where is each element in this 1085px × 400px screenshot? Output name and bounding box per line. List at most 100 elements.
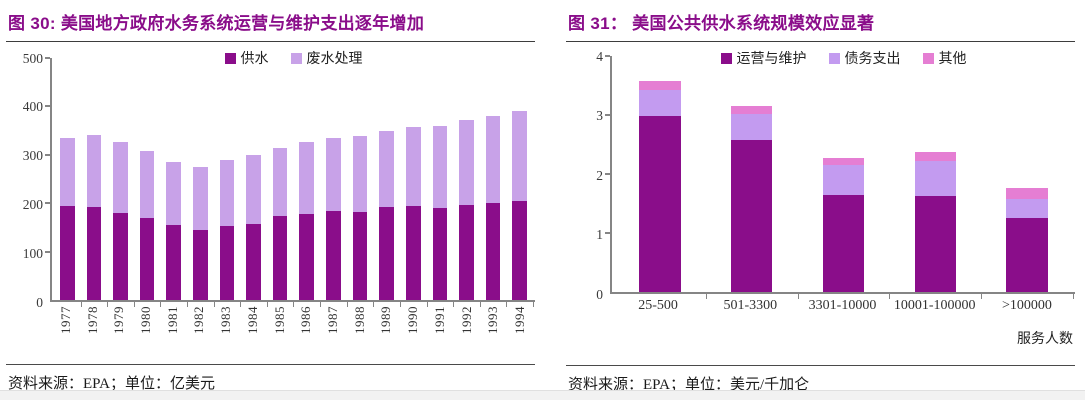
- y-axis-tick-label: 3: [596, 107, 603, 123]
- bar-segment: [405, 127, 421, 207]
- stacked-bar: [914, 151, 956, 292]
- legend-item: 债务支出: [828, 48, 901, 68]
- stacked-bar: [166, 162, 182, 300]
- stacked-bar: [272, 147, 288, 300]
- bar-slot: [214, 58, 241, 307]
- bar-segment: [1006, 187, 1048, 199]
- x-axis-label-text: 1986: [298, 306, 314, 334]
- figure-30-chart: 0 100 200 300 400 500 供水 废水处理 1977 1978 1979 1980 19…: [6, 51, 535, 350]
- x-axis-label-text: 1982: [191, 306, 207, 334]
- bar-segment: [139, 150, 155, 219]
- bar-slot: [240, 58, 268, 307]
- bar-segment: [914, 161, 956, 197]
- y-axis-tick-mark: [45, 153, 50, 156]
- legend-label: 债务支出: [844, 52, 901, 67]
- bar-slot: [293, 58, 321, 307]
- x-axis-label-text: 1994: [512, 306, 528, 334]
- x-axis-label-text: 1984: [244, 306, 260, 334]
- y-axis-tick-label: 200: [22, 196, 43, 212]
- x-axis-label-text: 1981: [164, 306, 180, 334]
- stacked-bar: [59, 137, 75, 300]
- x-axis-label: 501-3300: [704, 294, 796, 316]
- fig31-legend: 运营与维护 债务支出 其他: [612, 48, 1075, 68]
- bar-segment: [86, 207, 102, 300]
- bar-slot: [453, 58, 481, 307]
- stacked-bar: [731, 105, 773, 292]
- x-axis-label: 1990: [399, 302, 426, 350]
- fig30-y-axis: 0 100 200 300 400 500: [6, 51, 50, 308]
- bar-segment: [639, 80, 681, 90]
- x-axis-label: 1989: [373, 302, 400, 350]
- bar-segment: [914, 196, 956, 292]
- bar-segment: [512, 201, 527, 300]
- bar-slot: [506, 58, 534, 307]
- bar-segment: [639, 116, 681, 292]
- stacked-bar: [379, 130, 394, 300]
- x-axis-label-text: 1988: [351, 306, 367, 334]
- x-axis-label: 1981: [159, 302, 186, 350]
- figure-31-title: 图 31： 美国公共供水系统规模效应显著: [568, 14, 875, 33]
- bar-segment: [405, 206, 421, 300]
- figure-31-source-note: 资料来源：EPA；单位：美元/千加仑: [566, 365, 1075, 394]
- bar-slot: [981, 56, 1074, 299]
- legend-item: 其他: [922, 48, 967, 68]
- y-axis-tick-label: 1: [596, 226, 603, 242]
- x-axis-title: 服务人数: [1017, 332, 1073, 347]
- y-axis-tick-label: 500: [22, 50, 43, 66]
- x-axis-label: 1992: [453, 302, 480, 350]
- x-axis-label-text: 1993: [485, 306, 501, 334]
- fig30-x-axis-labels: 1977 1978 1979 1980 1981 1982 1983 1984 1985 1986…: [50, 302, 535, 350]
- stacked-bar: [219, 160, 235, 300]
- legend-swatch-icon: [720, 52, 732, 64]
- bar-segment: [432, 125, 448, 208]
- bar-segment: [299, 142, 315, 215]
- bar-slot: [347, 58, 374, 307]
- bar-segment: [1006, 198, 1048, 218]
- bar-slot: [107, 58, 135, 307]
- legend-item: 运营与维护: [720, 48, 807, 68]
- fig30-plot-row: 0 100 200 300 400 500 供水 废水处理: [6, 51, 535, 308]
- bar-segment: [246, 224, 261, 300]
- bar-slot: [480, 58, 507, 307]
- x-axis-label: 3301-10000: [796, 294, 888, 316]
- bar-segment: [326, 210, 341, 300]
- legend-label: 运营与维护: [736, 52, 807, 67]
- figure-30-title-divider: [6, 41, 535, 42]
- fig31-plot-row: 0 1 2 3 4 运营与维护 债务支出 其他: [566, 49, 1075, 300]
- bar-segment: [246, 155, 261, 225]
- stacked-bar: [459, 120, 474, 300]
- bar-segment: [459, 120, 474, 205]
- y-axis-tick-mark: [45, 250, 50, 253]
- x-axis-label-text: 501-3300: [723, 298, 778, 313]
- bar-slot: [160, 58, 188, 307]
- page-footer-strip: [0, 390, 1085, 400]
- bar-segment: [822, 158, 865, 166]
- x-axis-label-text: 1987: [325, 306, 341, 334]
- stacked-bar: [1006, 187, 1048, 292]
- y-axis-tick-mark: [605, 114, 610, 116]
- legend-label: 废水处理: [306, 52, 363, 67]
- y-axis-tick-mark: [605, 173, 610, 175]
- bar-segment: [379, 130, 394, 208]
- fig30-plot-region: 供水 废水处理: [45, 52, 535, 307]
- bar-segment: [59, 205, 75, 300]
- legend-item: 供水: [224, 48, 269, 68]
- stacked-bar: [86, 135, 102, 300]
- bar-segment: [193, 230, 208, 300]
- fig31-x-axis-labels: 25-500 501-3300 3301-10000 10001-100000 >100…: [610, 294, 1075, 316]
- x-axis-label: 1977: [52, 302, 79, 350]
- figure-31-panel: 图 31： 美国公共供水系统规模效应显著 0 1 2 3 4 运营与维护 债务支出 其他 25-…: [560, 0, 1085, 394]
- bar-segment: [272, 147, 288, 217]
- bar-segment: [485, 202, 501, 300]
- bar-segment: [86, 135, 102, 208]
- bar-slot: [134, 58, 162, 307]
- bar-slot: [373, 58, 401, 307]
- bar-slot: [320, 58, 348, 307]
- stacked-bar: [405, 127, 421, 300]
- figure-30-inner: 图 30: 美国地方政府水务系统运营与维护支出逐年增加 0 100 200 300 40…: [0, 0, 545, 393]
- y-axis-tick-label: 2: [596, 167, 603, 183]
- bar-slot: [187, 58, 215, 307]
- bar-slot: [706, 56, 799, 299]
- legend-swatch-icon: [224, 52, 236, 64]
- stacked-bar: [822, 158, 865, 292]
